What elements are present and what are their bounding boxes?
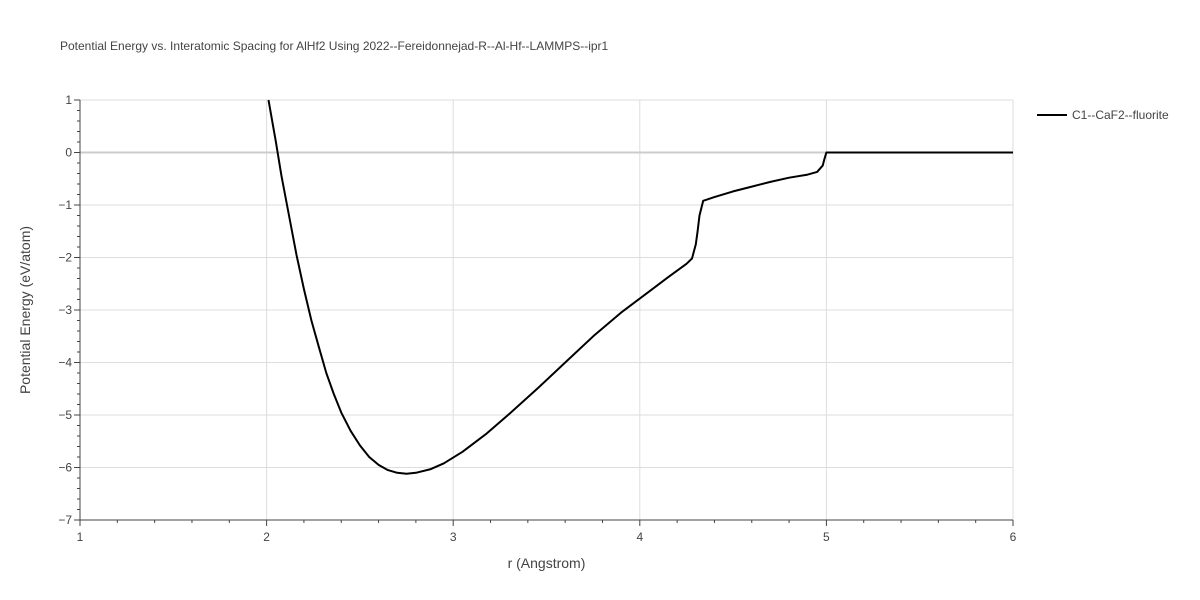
y-tick-label: −4 — [58, 356, 72, 370]
chart-title: Potential Energy vs. Interatomic Spacing… — [60, 39, 609, 53]
y-tick-label: 1 — [65, 93, 72, 107]
series-layer — [267, 99, 1013, 475]
y-tick-label: −7 — [58, 513, 72, 527]
y-tick-label: −5 — [58, 408, 72, 422]
axes: 1 2 3 4 5 6 1 0 −1 −2 −3 −4 −5 −6 −7 — [58, 93, 1016, 544]
x-tick-label: 6 — [1010, 530, 1017, 544]
y-tick-label: −6 — [58, 461, 72, 475]
y-tick-label: −2 — [58, 251, 72, 265]
x-tick-label: 4 — [636, 530, 643, 544]
series-line — [267, 99, 1013, 475]
legend[interactable]: C1--CaF2--fluorite — [1037, 108, 1169, 122]
x-axis-title: r (Angstrom) — [508, 555, 586, 571]
x-tick-label: 2 — [263, 530, 270, 544]
legend-label: C1--CaF2--fluorite — [1072, 108, 1169, 122]
grid — [80, 99, 1014, 520]
y-axis-title: Potential Energy (eV/atom) — [17, 226, 33, 394]
x-tick-label: 5 — [823, 530, 830, 544]
x-tick-label: 3 — [450, 530, 457, 544]
x-tick-label: 1 — [77, 530, 84, 544]
y-tick-label: 0 — [65, 146, 72, 160]
y-tick-label: −3 — [58, 303, 72, 317]
y-tick-label: −1 — [58, 198, 72, 212]
